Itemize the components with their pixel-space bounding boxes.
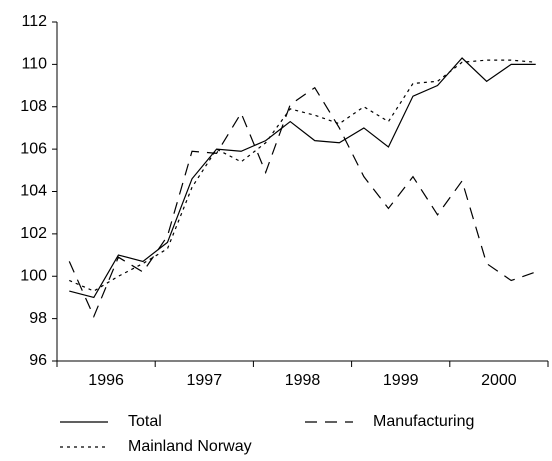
legend-label: Total <box>128 413 162 430</box>
y-tick-label: 98 <box>29 310 47 327</box>
legend-label: Manufacturing <box>373 413 474 430</box>
y-tick-label: 108 <box>20 98 47 115</box>
y-tick-label: 100 <box>20 267 47 284</box>
series-line <box>69 59 536 292</box>
y-tick-label: 106 <box>20 140 47 157</box>
y-tick-label: 104 <box>20 183 47 200</box>
x-tick-label: 1997 <box>187 372 223 389</box>
series-line <box>68 86 536 319</box>
y-tick-label: 112 <box>21 13 47 30</box>
x-tick-label: 2000 <box>481 372 517 389</box>
y-tick-label: 110 <box>21 56 47 73</box>
y-tick-label: 102 <box>20 225 47 242</box>
y-tick-label: 96 <box>29 352 47 369</box>
x-tick-label: 1996 <box>88 372 124 389</box>
legend-label: Mainland Norway <box>128 438 252 455</box>
x-tick-label: 1998 <box>285 372 321 389</box>
x-tick-label: 1999 <box>383 372 419 389</box>
series-line <box>69 57 536 299</box>
